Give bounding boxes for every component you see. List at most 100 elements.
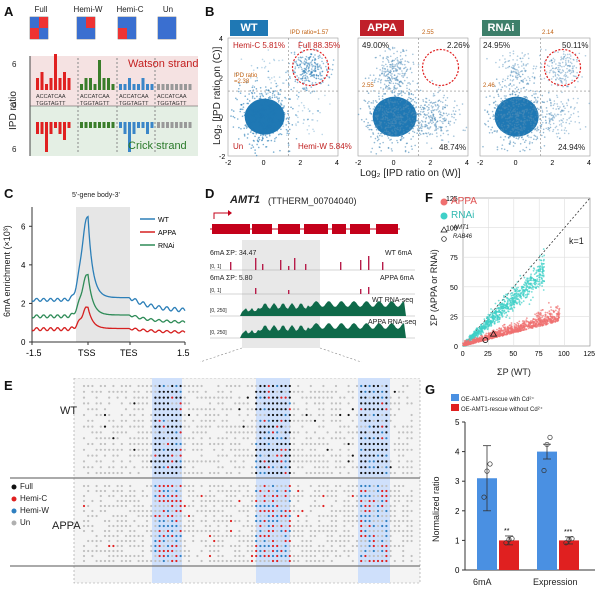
b-point: [527, 120, 529, 122]
e-site-dot: [91, 466, 93, 468]
a-bar-up: [189, 84, 192, 90]
e-site-dot: [234, 505, 236, 507]
b-point: [432, 133, 434, 135]
b-point: [558, 78, 560, 80]
e-site-dot: [188, 437, 190, 439]
e-site-dot: [259, 431, 261, 433]
e-site-dot: [377, 414, 379, 416]
e-site-dot: [356, 385, 358, 387]
b-point: [534, 109, 536, 111]
e-site-dot: [171, 431, 173, 433]
b-point: [257, 67, 259, 69]
e-site-dot: [138, 510, 140, 512]
e-site-dot: [364, 449, 366, 451]
b-point: [394, 123, 396, 125]
e-site-dot: [142, 443, 144, 445]
b-point: [408, 133, 410, 135]
b-point: [318, 98, 320, 100]
b-point: [536, 130, 538, 132]
b-point: [527, 63, 529, 65]
e-site-dot: [255, 449, 257, 451]
e-site-dot: [398, 466, 400, 468]
e-site-dot: [348, 414, 350, 416]
b-point: [526, 111, 528, 113]
b-point: [393, 118, 395, 120]
b-point: [513, 136, 515, 138]
b-point: [331, 74, 333, 76]
e-site-dot: [247, 505, 249, 507]
e-site-dot: [234, 490, 236, 492]
e-site-dot: [394, 505, 396, 507]
e-site-dot: [171, 472, 173, 474]
e-site-dot: [154, 535, 156, 537]
b-point: [255, 107, 257, 109]
e-site-dot: [280, 535, 282, 537]
e-site-dot: [264, 495, 266, 497]
b-point: [295, 66, 297, 68]
e-site-dot: [163, 437, 165, 439]
b-point: [527, 76, 529, 78]
e-site-dot: [411, 420, 413, 422]
a-strand-icon-cell: [167, 28, 176, 39]
e-site-dot: [142, 490, 144, 492]
e-site-dot: [369, 449, 371, 451]
b-point: [397, 135, 399, 137]
e-site-dot: [360, 466, 362, 468]
e-site-dot: [331, 490, 333, 492]
b-point: [420, 134, 422, 136]
b-point: [519, 134, 521, 136]
b-point: [287, 70, 289, 72]
b-point: [509, 113, 511, 115]
e-site-dot: [167, 515, 169, 517]
e-site-dot: [83, 555, 85, 557]
b-point: [274, 128, 276, 130]
e-site-dot: [364, 443, 366, 445]
e-site-dot: [205, 530, 207, 532]
e-site-dot: [335, 408, 337, 410]
e-site-dot: [335, 525, 337, 527]
e-site-dot: [159, 437, 161, 439]
b-point: [551, 65, 553, 67]
e-site-dot: [259, 510, 261, 512]
e-site-dot: [385, 500, 387, 502]
b-point: [379, 109, 381, 111]
e-site-dot: [175, 555, 177, 557]
e-site-dot: [142, 535, 144, 537]
b-point: [412, 118, 414, 120]
b-point: [558, 71, 560, 73]
e-site-dot: [364, 555, 366, 557]
e-site-dot: [180, 545, 182, 547]
e-site-dot: [259, 540, 261, 542]
e-site-dot: [364, 472, 366, 474]
e-site-dot: [108, 525, 110, 527]
b-point: [565, 64, 567, 66]
b-point: [288, 72, 290, 74]
e-site-dot: [280, 408, 282, 410]
b-point: [372, 80, 374, 82]
b-point: [518, 72, 520, 74]
e-site-dot: [142, 408, 144, 410]
e-site-dot: [289, 414, 291, 416]
b-point: [263, 115, 265, 117]
b-point: [553, 76, 555, 78]
e-site-dot: [247, 426, 249, 428]
b-point: [431, 147, 433, 149]
a-bottom-seq: TGGTAGTT: [36, 101, 66, 107]
b-point: [404, 67, 406, 69]
e-site-dot: [322, 385, 324, 387]
b-point: [567, 86, 569, 88]
e-site-dot: [398, 449, 400, 451]
b-point: [521, 103, 523, 105]
b-point: [424, 124, 426, 126]
b-point: [510, 79, 512, 81]
e-site-dot: [175, 530, 177, 532]
e-site-dot: [104, 550, 106, 552]
b-point: [395, 78, 397, 80]
a-strand-icon-cell: [30, 28, 39, 39]
b-point: [237, 118, 239, 120]
e-site-dot: [377, 500, 379, 502]
b-point: [250, 121, 252, 123]
e-site-dot: [213, 515, 215, 517]
e-site-dot: [104, 414, 106, 416]
e-site-dot: [276, 391, 278, 393]
